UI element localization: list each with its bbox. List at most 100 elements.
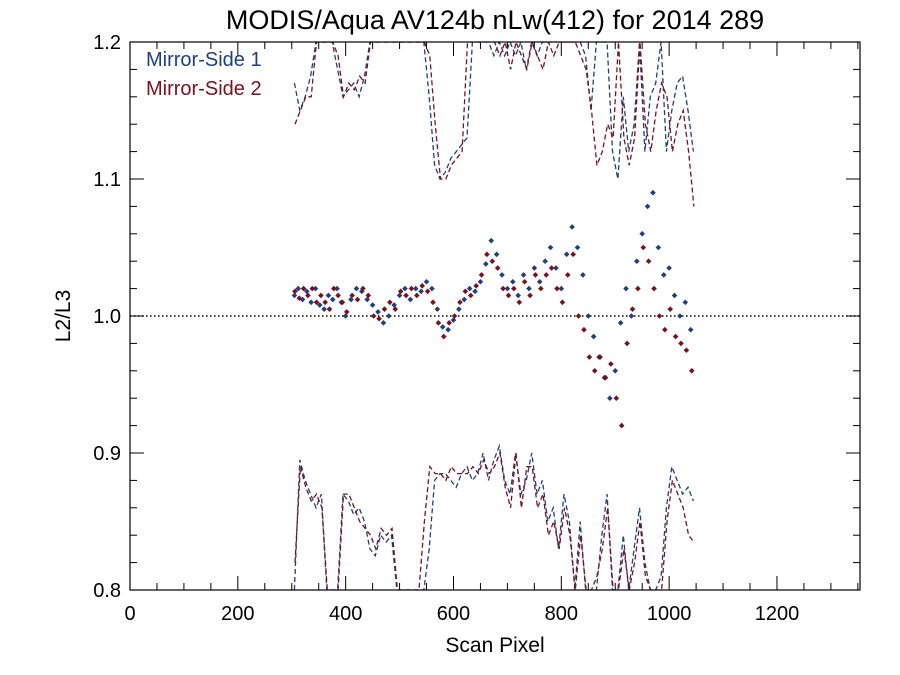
band-lines: [293, 42, 695, 590]
series-1-point: [439, 324, 446, 330]
series-2-point: [678, 340, 684, 347]
series-1-point: [569, 224, 575, 230]
series-1-point: [650, 189, 656, 196]
series-1-point: [385, 313, 392, 319]
series-2-point: [430, 299, 436, 306]
series-1-point: [574, 244, 581, 251]
series-1-point: [407, 296, 414, 303]
series-2-point: [570, 251, 576, 258]
series-1-point: [563, 251, 570, 258]
x-tick-label: 600: [437, 603, 470, 625]
series-1-point: [380, 320, 387, 326]
series-2-point: [309, 285, 316, 292]
series-1-point: [493, 251, 500, 258]
y-tick-label: 1.0: [93, 306, 121, 328]
series-1-point: [655, 244, 662, 251]
series-2-point: [543, 272, 550, 278]
series-1-point: [660, 272, 667, 278]
series-1-point: [359, 288, 365, 295]
plot-area: [130, 42, 860, 590]
series-1-point: [291, 292, 298, 299]
series-2-point: [419, 283, 426, 289]
series-1-point: [295, 285, 302, 292]
series-1-upper-band: [293, 42, 695, 181]
series-1-point: [628, 313, 635, 319]
series-1-point: [312, 285, 319, 292]
series-2-upper-band: [294, 42, 695, 207]
series-2-point: [511, 285, 517, 292]
series-1-point: [666, 265, 672, 271]
series-2-point: [613, 395, 620, 401]
series-2-point: [651, 285, 657, 292]
series-2-point: [462, 288, 469, 295]
series-1-point: [633, 258, 640, 264]
series-2-point: [527, 292, 533, 299]
series-1-point: [434, 306, 441, 312]
series-1-point: [364, 296, 371, 303]
series-1-point: [391, 302, 397, 308]
y-tick-label: 1.1: [93, 169, 121, 191]
series-1-point: [547, 244, 554, 251]
series-2-point: [554, 285, 560, 292]
series-2-point: [586, 354, 593, 360]
x-tick-label: 1200: [755, 603, 800, 625]
y-axis-label: L2/L3: [52, 290, 75, 343]
series-1-point: [509, 278, 516, 285]
x-tick-label: 800: [545, 603, 578, 625]
series-1-point: [671, 292, 678, 299]
series-1-point: [607, 395, 613, 401]
series-2-point: [538, 285, 544, 292]
series-1-point: [483, 261, 489, 267]
series-1-point: [418, 288, 424, 295]
series-1-point: [477, 278, 484, 285]
series-2-point: [591, 368, 598, 374]
series-2-point: [688, 368, 695, 374]
series-2-point: [494, 265, 501, 271]
y-tick-label: 0.9: [93, 443, 121, 465]
series-2-point: [478, 272, 485, 278]
plot-frame: [129, 41, 861, 591]
series-1-point: [542, 258, 548, 264]
series-2-point: [335, 292, 341, 299]
series-2-point: [451, 313, 458, 319]
series-2-point: [608, 361, 614, 367]
series-2-point: [624, 340, 630, 347]
series-1-point: [402, 285, 408, 292]
series-2-point: [440, 333, 447, 340]
legend-entry-mirror-side-1: Mirror-Side 1: [146, 49, 262, 71]
series-2-lower-band: [294, 450, 695, 590]
series-1-point: [644, 203, 651, 210]
series-1-point: [623, 285, 629, 292]
series-1-point: [677, 313, 683, 319]
series-2-point: [376, 315, 382, 322]
series-2-point: [467, 292, 474, 299]
series-1-point: [348, 296, 354, 303]
series-1-point: [612, 368, 619, 374]
series-2-point: [318, 292, 324, 299]
series-2-point: [403, 292, 409, 299]
series-1-point: [375, 309, 381, 315]
series-2-point: [629, 306, 636, 312]
series-1-point: [321, 306, 327, 312]
series-2-point: [575, 313, 582, 319]
series-1-point: [369, 302, 376, 308]
series-2-point: [505, 292, 512, 299]
series-2-point: [597, 354, 603, 360]
series-1-point: [450, 317, 457, 323]
series-1-point: [329, 296, 336, 303]
series-2-point: [313, 299, 320, 306]
series-2-point: [548, 265, 555, 271]
series-1-point: [515, 292, 521, 299]
series-2-point: [532, 272, 539, 278]
series-2-point: [370, 313, 377, 319]
series-1-point: [687, 326, 694, 333]
series-1-point: [520, 272, 527, 278]
series-1-point: [472, 288, 478, 295]
scatter-points: [291, 189, 695, 429]
series-2-point: [484, 251, 490, 258]
series-2-point: [408, 285, 415, 292]
series-1-point: [504, 285, 511, 292]
series-1-point: [445, 326, 451, 333]
series-2-point: [656, 313, 663, 319]
